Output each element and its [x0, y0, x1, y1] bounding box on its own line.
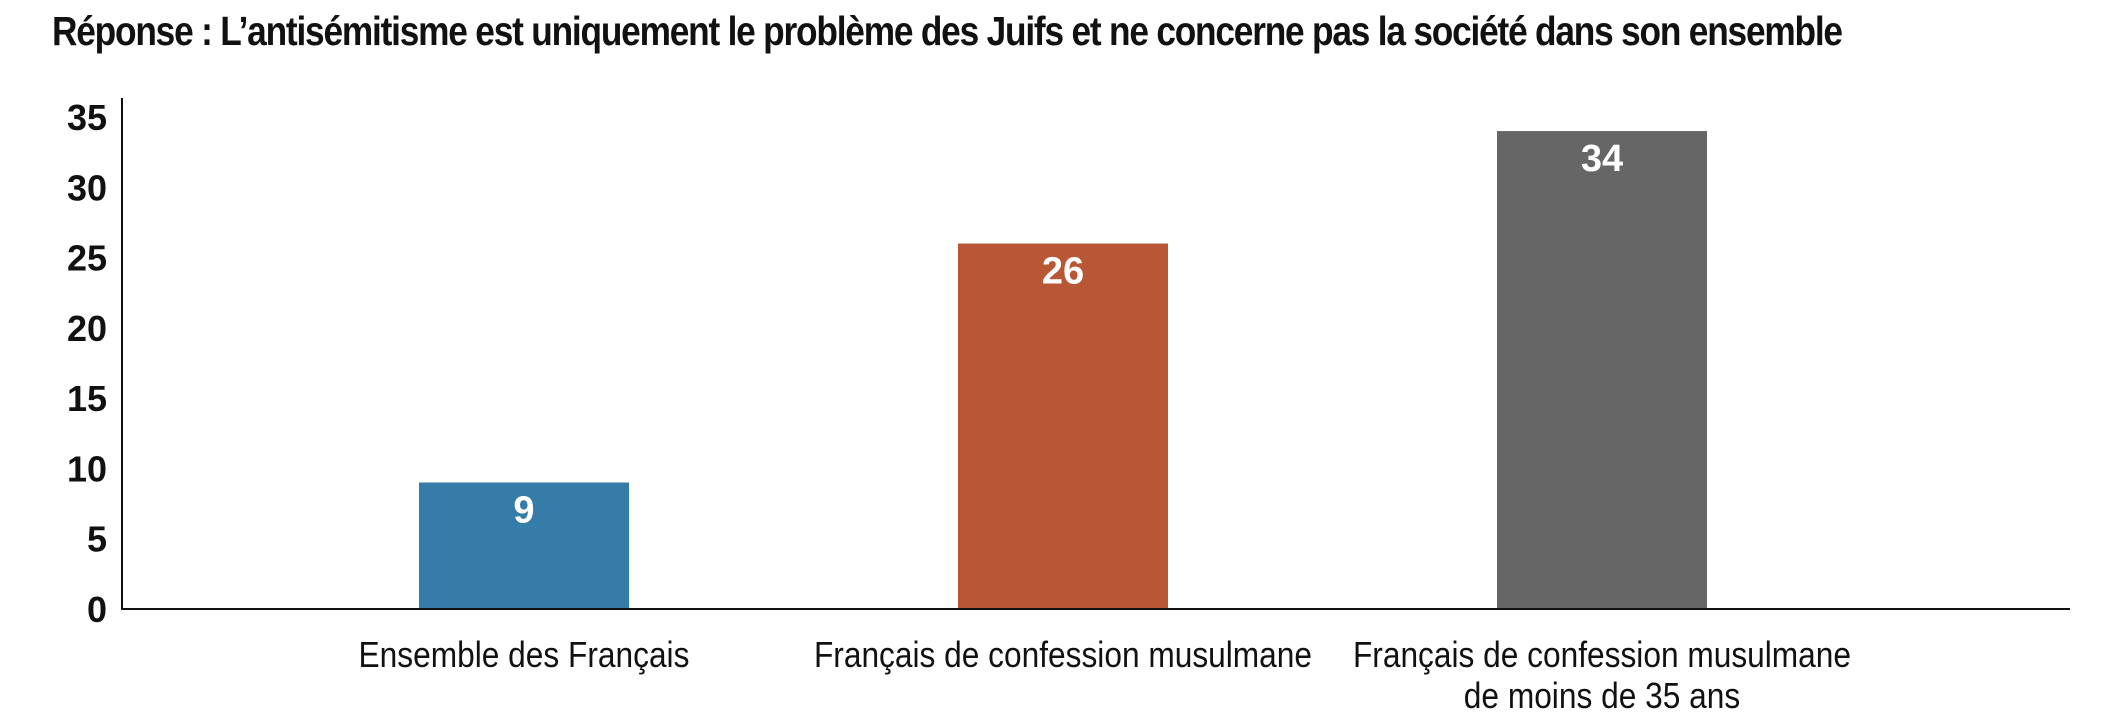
x-axis-labels: Ensemble des Français Français de confess…	[359, 635, 1851, 716]
bar-value-label: 26	[1042, 251, 1084, 293]
y-tick-label: 5	[87, 519, 107, 560]
x-tick-label: Français de confession musulmane	[814, 635, 1312, 675]
bars: 9 26 34	[419, 131, 1707, 610]
bar	[1497, 131, 1707, 610]
y-tick-label: 30	[67, 167, 107, 208]
bar-value-label: 9	[513, 489, 534, 531]
y-tick-label: 0	[87, 589, 107, 630]
chart-title: Réponse : L’antisémitisme est uniquement…	[52, 8, 1843, 54]
y-axis-ticks: 0 5 10 15 20 25 30 35	[67, 97, 107, 630]
bar	[419, 482, 629, 609]
y-tick-label: 15	[67, 378, 107, 419]
bar-value-label: 34	[1581, 138, 1623, 180]
y-tick-label: 25	[67, 238, 107, 279]
y-tick-label: 35	[67, 97, 107, 138]
bar	[958, 243, 1168, 609]
x-tick-label: Français de confession musulmane de moins…	[1353, 635, 1851, 716]
x-tick-label: Ensemble des Français	[359, 635, 690, 675]
y-tick-label: 20	[67, 308, 107, 349]
y-tick-label: 10	[67, 448, 107, 489]
